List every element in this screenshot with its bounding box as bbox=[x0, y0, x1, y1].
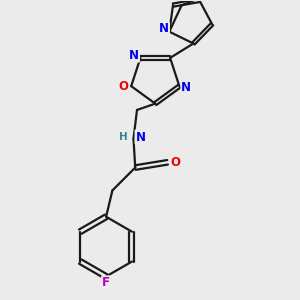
Text: F: F bbox=[102, 276, 110, 289]
Text: N: N bbox=[182, 81, 191, 94]
Text: O: O bbox=[170, 156, 180, 169]
Text: H: H bbox=[119, 132, 128, 142]
Text: N: N bbox=[136, 130, 146, 143]
Text: O: O bbox=[118, 80, 128, 93]
Text: N: N bbox=[159, 22, 169, 35]
Text: N: N bbox=[129, 49, 139, 62]
